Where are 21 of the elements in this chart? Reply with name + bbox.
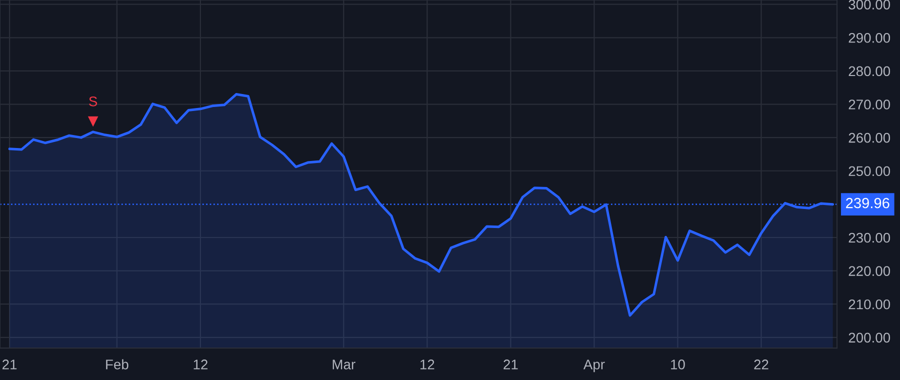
- y-tick-label: 220.00: [848, 266, 890, 276]
- x-tick-label: 10: [671, 360, 685, 370]
- y-tick-label: 200.00: [848, 332, 890, 343]
- y-tick-label: 210.00: [848, 299, 890, 310]
- y-tick-label: 260.00: [848, 132, 890, 143]
- y-tick-label: 230.00: [848, 232, 890, 243]
- x-tick-label: 12: [194, 360, 208, 370]
- ref-line-label: 239.96: [846, 198, 890, 208]
- x-tick-label: Mar: [332, 360, 356, 370]
- x-tick-label: 22: [754, 360, 768, 370]
- x-tick-label: 21: [504, 360, 518, 370]
- x-tick-label: Feb: [106, 359, 128, 370]
- y-tick-label: 250.00: [848, 166, 890, 176]
- x-tick-label: 21: [2, 360, 17, 370]
- y-tick-label: 270.00: [848, 100, 890, 110]
- y-tick-label: 290.00: [848, 32, 890, 43]
- data-label: S: [89, 96, 98, 106]
- x-tick-label: Apr: [583, 360, 605, 372]
- y-tick-label: 280.00: [848, 66, 890, 76]
- y-tick-label: 300.00: [848, 0, 890, 10]
- x-tick-label: 12: [420, 360, 434, 370]
